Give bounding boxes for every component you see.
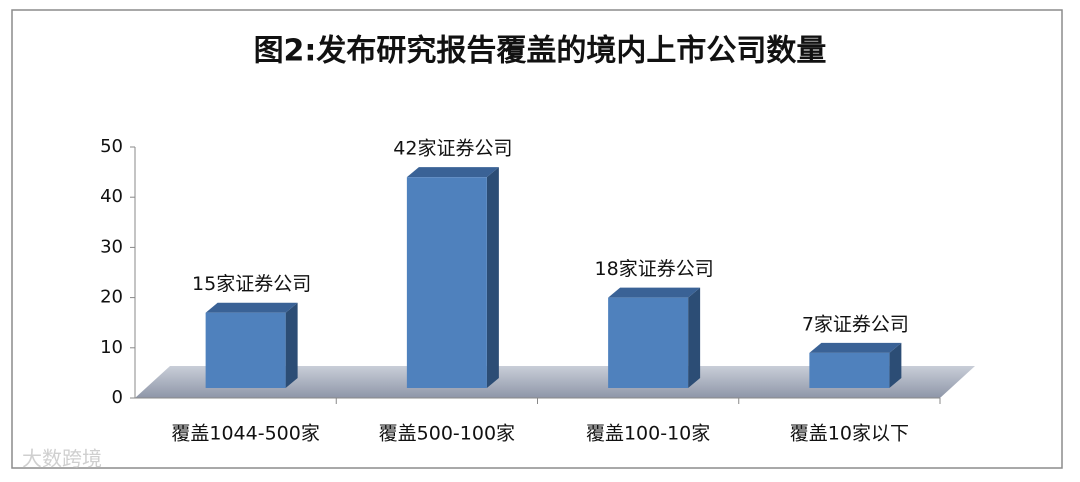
bar-top (205, 302, 298, 313)
y-tick-label: 0 (112, 387, 123, 408)
bar-top (608, 287, 701, 298)
floor (135, 366, 975, 398)
bar (406, 177, 487, 388)
bar-side (486, 167, 499, 388)
value-label: 42家证券公司 (393, 138, 512, 160)
y-tick-label: 10 (100, 337, 123, 358)
bar-top (406, 167, 499, 178)
bar-side (889, 342, 902, 388)
x-tick-label: 覆盖10家以下 (790, 423, 909, 445)
y-tick-label: 20 (100, 287, 123, 308)
value-label: 15家证券公司 (192, 273, 311, 295)
value-label: 7家证券公司 (802, 313, 909, 335)
value-label: 18家证券公司 (595, 258, 714, 280)
x-tick-label: 覆盖100-10家 (586, 423, 710, 445)
bar (809, 352, 890, 388)
x-tick-label: 覆盖500-100家 (379, 423, 515, 445)
y-tick-label: 40 (100, 186, 123, 207)
watermark: 大数跨境 (22, 447, 102, 471)
chart-title: 图2:发布研究报告覆盖的境内上市公司数量 (254, 34, 827, 69)
bar-top (809, 342, 902, 353)
bar (205, 312, 286, 388)
bar-side (285, 302, 298, 388)
y-tick-label: 50 (100, 136, 123, 157)
bar-side (688, 287, 701, 388)
y-tick-label: 30 (100, 236, 123, 257)
bar (608, 297, 689, 388)
x-tick-label: 覆盖1044-500家 (171, 423, 319, 445)
